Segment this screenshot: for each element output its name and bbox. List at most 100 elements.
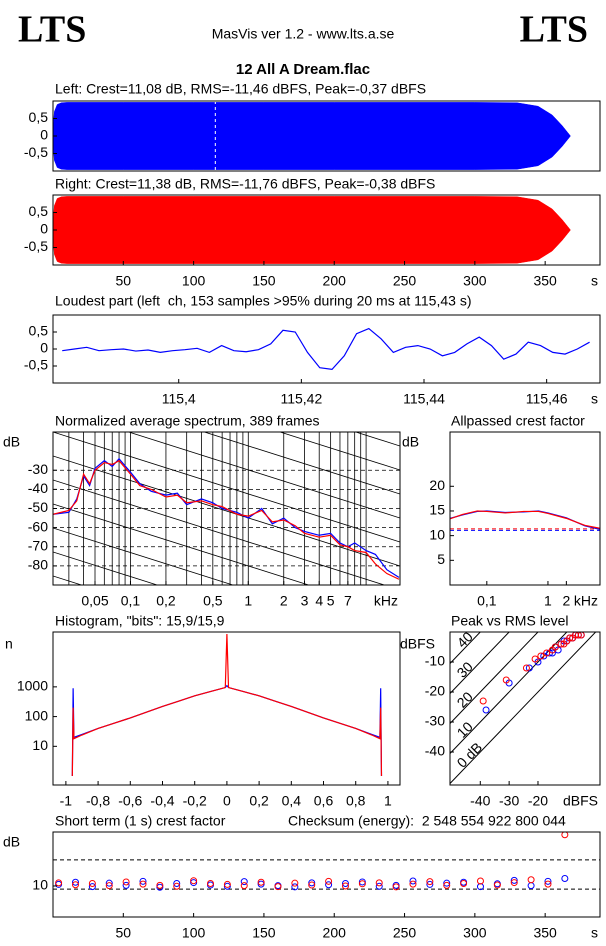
slope-line [53, 432, 400, 543]
waveform [53, 196, 571, 231]
slope-line [203, 432, 400, 495]
data-point [476, 877, 484, 885]
data-point [105, 879, 113, 887]
x-tick-label: 200 [323, 273, 347, 289]
data-point [426, 878, 434, 886]
crest-line [450, 632, 481, 664]
data-point [88, 883, 96, 891]
x-tick-label: 200 [323, 925, 347, 941]
data-point [375, 882, 383, 890]
waveform [53, 102, 571, 137]
data-point [71, 881, 79, 889]
y-tick-label: -0,5 [24, 357, 48, 373]
data-point [577, 632, 585, 639]
data-point [291, 879, 299, 887]
x-tick-label: 0,5 [203, 593, 223, 609]
data-point [522, 664, 530, 672]
x-tick-label: 2 [280, 593, 288, 609]
y-tick-label: -40 [28, 480, 48, 496]
plot-area [53, 101, 571, 171]
data-point [71, 878, 79, 886]
data-line [450, 510, 600, 529]
data-line [53, 457, 400, 578]
y-tick-label: -0,5 [24, 144, 48, 160]
data-point [156, 881, 164, 889]
y-tick-label: 0 [40, 221, 48, 237]
data-point [274, 883, 282, 891]
slope-line [53, 455, 400, 567]
panel-subtitle: Checksum (energy): 2 548 554 922 800 044 [288, 813, 566, 829]
x-tick-label: -40 [470, 793, 490, 809]
y-tick-label: -70 [28, 537, 48, 553]
data-point [291, 883, 299, 891]
x-tick-label: 0,1 [121, 593, 141, 609]
y-tick-label: -10 [425, 653, 445, 669]
x-tick-label: 5 [327, 593, 335, 609]
plot-area [53, 832, 600, 891]
x-tick-label: 100 [182, 273, 206, 289]
data-point [105, 882, 113, 890]
x-tick-label: 150 [252, 273, 276, 289]
data-point [409, 880, 417, 888]
x-tick-label: 350 [533, 925, 557, 941]
y-tick-label: 0 [40, 340, 48, 356]
x-unit: kHz [374, 593, 398, 609]
plot-area [53, 312, 400, 782]
crest-line-label: 0 dB [454, 739, 486, 771]
data-point [544, 877, 552, 885]
plot-area [53, 196, 571, 264]
x-tick-label: 4 [315, 593, 323, 609]
data-line [71, 633, 383, 777]
crest-line [450, 632, 568, 754]
data-point [479, 697, 487, 705]
data-point [392, 883, 400, 891]
y-tick-label: -0,5 [24, 238, 48, 254]
x-tick-label: 0,6 [314, 793, 334, 809]
x-unit: kHz [574, 593, 598, 609]
file-title: 12 All A Dream.flac [236, 61, 370, 78]
x-tick-label: 0,1 [477, 593, 497, 609]
slope-line [53, 527, 235, 585]
panel-frame [52, 631, 401, 786]
slope-line [53, 312, 400, 422]
y-tick-label: 15 [429, 502, 445, 518]
slope-line [278, 432, 400, 471]
panel-title: Peak vs RMS level [451, 613, 568, 629]
waveform [53, 135, 571, 170]
data-point [122, 878, 130, 886]
data-point [543, 649, 551, 657]
data-point [510, 876, 518, 884]
app-title: MasVis ver 1.2 - www.lts.a.se [212, 26, 395, 42]
data-line [53, 459, 400, 580]
data-point [257, 880, 265, 888]
y-tick-label: 0,5 [29, 203, 49, 219]
waveform [53, 229, 571, 264]
panel-title: Normalized average spectrum, 389 frames [55, 413, 320, 429]
data-point [206, 879, 214, 887]
y-tick-label: -80 [28, 557, 48, 573]
x-tick-label: 0,2 [249, 793, 269, 809]
x-tick-label: -0,6 [118, 793, 142, 809]
slope-line [127, 432, 400, 519]
data-point [510, 879, 518, 887]
slope-line [53, 672, 400, 782]
x-tick-label: 7 [344, 593, 352, 609]
data-point [190, 879, 198, 887]
x-tick-label: 50 [116, 273, 132, 289]
crest-line-label: 10 [454, 718, 476, 740]
data-point [358, 878, 366, 886]
crest-line-label: 20 [454, 688, 476, 710]
x-tick-label: 115,44 [403, 391, 445, 407]
plot-area [71, 633, 383, 777]
x-unit: s [591, 925, 598, 941]
x-tick-label: 3 [301, 593, 309, 609]
x-tick-label: -0,2 [183, 793, 207, 809]
panel-title: Short term (1 s) crest factor [55, 813, 226, 829]
x-tick-label: -0,4 [150, 793, 174, 809]
y-unit: dB [402, 434, 419, 450]
data-point [551, 643, 559, 651]
x-tick-label: 300 [463, 273, 487, 289]
data-point [426, 880, 434, 888]
data-line [71, 684, 383, 777]
